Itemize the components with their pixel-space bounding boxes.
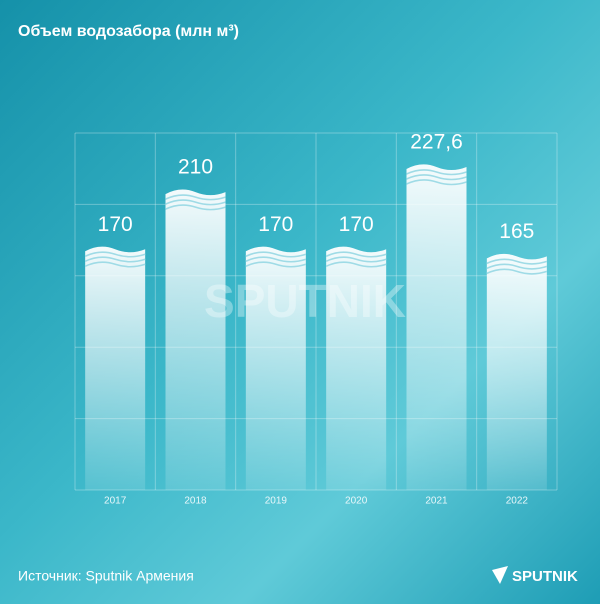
x-tick-label: 2022 [506, 496, 529, 507]
bar [486, 253, 547, 490]
source: Источник: Sputnik Армения [18, 568, 194, 584]
x-tick-label: 2018 [184, 496, 207, 507]
bar [406, 164, 467, 490]
x-tick-label: 2021 [425, 496, 448, 507]
bar [326, 246, 387, 490]
value-label: 170 [339, 213, 374, 236]
bar-wave [406, 169, 467, 176]
bar-wave [165, 199, 226, 206]
grid [74, 132, 558, 491]
bar [165, 189, 226, 491]
bar-wave [245, 256, 307, 263]
logo-icon [492, 566, 508, 584]
logo: SPUTNIK [512, 568, 578, 585]
value-label: 165 [499, 220, 534, 243]
bar-wave [486, 258, 548, 265]
value-label: 170 [98, 213, 133, 236]
bar-wave [325, 256, 387, 263]
bar [245, 246, 306, 490]
bar-wave [245, 251, 307, 258]
value-label: 170 [258, 213, 293, 236]
bar-wave [486, 263, 548, 270]
bar-wave [84, 251, 146, 258]
bar-wave [325, 261, 387, 268]
bar-wave [165, 194, 226, 201]
bar-wave [406, 179, 467, 186]
value-label: 210 [178, 156, 213, 179]
bar-wave [486, 268, 548, 275]
bar-wave [84, 261, 146, 268]
bar-wave [84, 256, 146, 263]
bar-wave [245, 261, 307, 268]
bar-wave [165, 204, 226, 211]
bar-wave [325, 251, 387, 258]
chart-title: Объем водозабора (млн м³) [18, 23, 239, 40]
x-tick-label: 2020 [345, 496, 368, 507]
x-tick-label: 2019 [265, 496, 288, 507]
bar-wave [406, 174, 467, 181]
bar [85, 246, 146, 490]
x-tick-label: 2017 [104, 496, 127, 507]
value-label: 227,6 [410, 131, 463, 154]
